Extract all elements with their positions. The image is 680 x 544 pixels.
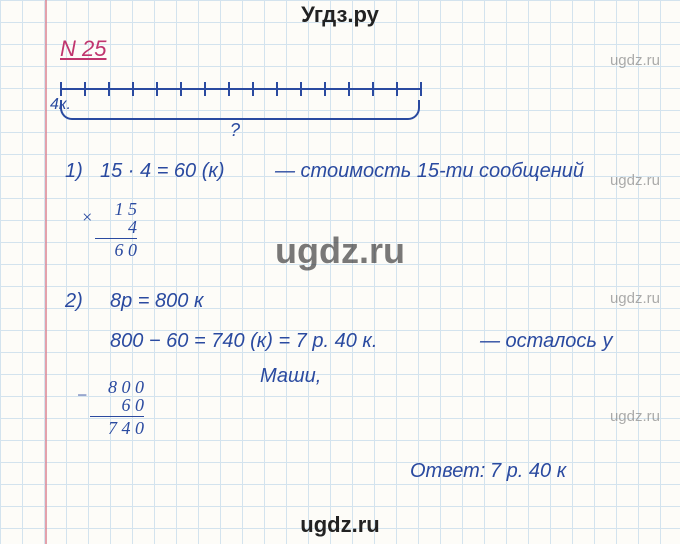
watermark-bottom: ugdz.ru bbox=[0, 512, 680, 538]
notebook-paper: Угдз.ру ugdz.ru ugdz.ru ugdz.ru ugdz.ru … bbox=[0, 0, 680, 544]
sub-top: 8 0 0 bbox=[90, 378, 144, 396]
step2-line2-eq: 800 − 60 = 740 (к) = 7 р. 40 к. bbox=[110, 330, 377, 353]
exercise-number: N 25 bbox=[60, 36, 106, 62]
number-line-question: ? bbox=[230, 120, 240, 141]
watermark-side-2: ugdz.ru bbox=[610, 172, 660, 189]
mult-bottom: 4 bbox=[95, 218, 137, 236]
number-line-base bbox=[60, 88, 420, 90]
answer-value: 7 р. 40 к bbox=[490, 460, 566, 483]
number-line-tick bbox=[60, 82, 62, 96]
answer-label: Ответ: bbox=[410, 460, 485, 483]
number-line-tick bbox=[276, 82, 278, 96]
sub-result: 7 4 0 bbox=[90, 416, 144, 437]
number-line-tick bbox=[396, 82, 398, 96]
watermark-side-1: ugdz.ru bbox=[610, 52, 660, 69]
step2-line2-expl: — осталось у bbox=[480, 330, 613, 353]
number-line-tick bbox=[420, 82, 422, 96]
sub-bottom: 6 0 bbox=[90, 396, 144, 414]
step1-multiplication: × 1 5 4 6 0 bbox=[95, 200, 137, 259]
sub-sign: − bbox=[76, 386, 88, 404]
number-line-tick bbox=[108, 82, 110, 96]
mult-sign: × bbox=[81, 208, 93, 226]
mult-top: 1 5 bbox=[95, 200, 137, 218]
step1-prefix: 1) bbox=[65, 160, 83, 183]
number-line-tick bbox=[348, 82, 350, 96]
number-line-tick bbox=[228, 82, 230, 96]
number-line-tick bbox=[156, 82, 158, 96]
step2-line1: 8р = 800 к bbox=[110, 290, 203, 313]
number-line-tick bbox=[84, 82, 86, 96]
mult-result: 6 0 bbox=[95, 238, 137, 259]
watermark-top: Угдз.ру bbox=[0, 2, 680, 28]
number-line-tick bbox=[252, 82, 254, 96]
number-line-tick bbox=[204, 82, 206, 96]
number-line-tick bbox=[132, 82, 134, 96]
number-line-tick bbox=[324, 82, 326, 96]
step2-line3: Маши, bbox=[260, 365, 321, 388]
watermark-center: ugdz.ru bbox=[275, 230, 405, 272]
number-line-tick bbox=[372, 82, 374, 96]
step2-prefix: 2) bbox=[65, 290, 83, 313]
margin-line bbox=[45, 0, 47, 544]
step1-explanation: — стоимость 15-ти сообщений bbox=[275, 160, 584, 183]
step2-subtraction: − 8 0 0 6 0 7 4 0 bbox=[90, 378, 144, 437]
number-line-tick bbox=[300, 82, 302, 96]
number-line-brace bbox=[60, 100, 420, 120]
step1-equation: 15 · 4 = 60 (к) bbox=[100, 160, 225, 183]
watermark-side-3: ugdz.ru bbox=[610, 290, 660, 307]
watermark-side-4: ugdz.ru bbox=[610, 408, 660, 425]
number-line-tick bbox=[180, 82, 182, 96]
